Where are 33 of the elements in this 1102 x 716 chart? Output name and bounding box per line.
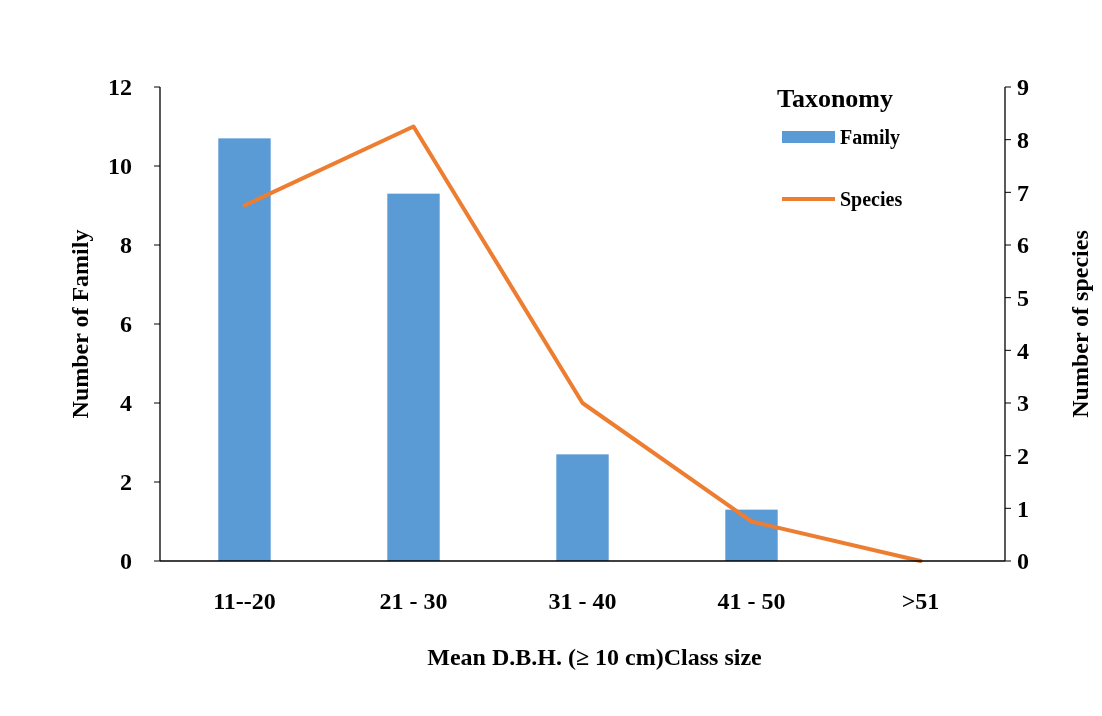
legend-label: Family xyxy=(840,126,900,149)
x-axis-title: Mean D.B.H. (≥ 10 cm)Class size xyxy=(427,644,763,670)
y2-tick-label: 5 xyxy=(1017,285,1029,312)
bar xyxy=(387,193,440,561)
y-tick-label: 12 xyxy=(108,74,132,101)
y-tick-label: 6 xyxy=(120,311,132,338)
y-tick-label: 10 xyxy=(108,153,132,180)
x-tick-label: 31 - 40 xyxy=(548,588,617,614)
y2-axis-title: Number of species xyxy=(1067,230,1093,418)
y-tick-label: 0 xyxy=(120,548,132,575)
y2-tick-label: 7 xyxy=(1017,179,1029,206)
x-tick-label: 21 - 30 xyxy=(379,588,448,614)
bar xyxy=(725,509,778,561)
y2-tick-label: 2 xyxy=(1017,443,1029,470)
y2-tick-label: 3 xyxy=(1017,390,1029,417)
bar xyxy=(218,138,271,561)
legend-label: Species xyxy=(840,188,903,211)
x-tick-label: >51 xyxy=(901,588,940,614)
y2-tick-label: 8 xyxy=(1017,127,1029,154)
y2-tick-label: 0 xyxy=(1017,548,1029,575)
x-tick-label: 11--20 xyxy=(213,588,276,614)
bar xyxy=(556,454,609,561)
y-axis-title: Number of Family xyxy=(67,229,93,419)
y2-tick-label: 9 xyxy=(1017,74,1029,101)
y2-tick-label: 1 xyxy=(1017,495,1029,522)
y-tick-label: 8 xyxy=(120,232,132,259)
legend-title: Taxonomy xyxy=(776,84,894,114)
y-tick-label: 4 xyxy=(120,390,132,417)
y2-tick-label: 6 xyxy=(1017,232,1029,259)
x-tick-label: 41 - 50 xyxy=(717,588,786,614)
line-series xyxy=(242,124,923,563)
y-tick-label: 2 xyxy=(120,469,132,496)
y2-tick-label: 4 xyxy=(1017,337,1029,364)
